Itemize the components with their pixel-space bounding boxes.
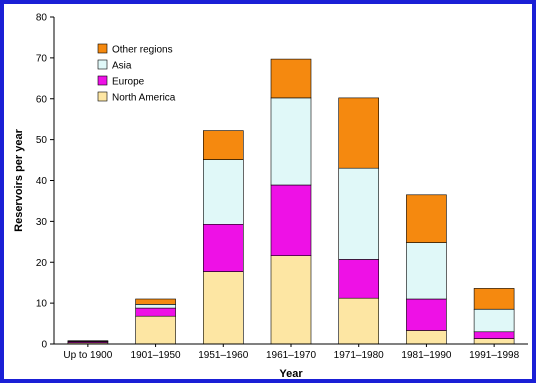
y-tick-label: 10 xyxy=(36,299,48,310)
bar-europe-3 xyxy=(270,184,312,256)
legend-swatch xyxy=(97,59,108,70)
bar-europe-5 xyxy=(406,298,447,331)
y-tick-label: 30 xyxy=(36,217,48,228)
legend-swatch xyxy=(97,91,108,102)
bar-other-regions-1 xyxy=(135,298,176,305)
y-tick-label: 70 xyxy=(36,53,48,64)
bar-europe-2 xyxy=(203,223,244,272)
bar-asia-3 xyxy=(270,97,312,186)
x-tick-label: Up to 1900 xyxy=(63,350,112,361)
x-tick-label: 1971–1980 xyxy=(334,350,384,361)
bar-europe-4 xyxy=(338,259,380,299)
y-tick-label: 50 xyxy=(36,135,48,146)
x-tick-label: 1951–1960 xyxy=(198,350,248,361)
y-tick-label: 20 xyxy=(36,258,48,269)
x-tick-label: 1961–1970 xyxy=(266,350,316,361)
y-tick-labels: 0 10 20 30 40 50 60 70 80 xyxy=(36,13,48,351)
x-tick-label: 1991–1998 xyxy=(469,350,519,361)
bar-asia-2 xyxy=(203,159,244,225)
x-tick-labels: Up to 1900 1901–1950 1951–1960 1961–1970 197… xyxy=(63,350,519,361)
legend-label: Asia xyxy=(112,61,132,72)
bars-group xyxy=(67,58,515,345)
y-axis-title: Reservoirs per year xyxy=(13,128,25,231)
x-tick-label: 1901–1950 xyxy=(131,350,181,361)
legend-swatch xyxy=(97,43,108,54)
bar-north-america-5 xyxy=(406,330,447,345)
y-tick-label: 0 xyxy=(41,340,47,351)
bar-other-regions-5 xyxy=(406,194,447,243)
legend-label: Europe xyxy=(112,77,145,88)
bar-asia-4 xyxy=(338,167,380,260)
x-axis-title: Year xyxy=(279,368,303,380)
bar-other-regions-3 xyxy=(270,58,312,99)
legend: Other regions Asia Europe North America xyxy=(97,43,176,104)
bar-europe-6 xyxy=(473,331,515,339)
y-tick-label: 60 xyxy=(36,94,48,105)
bar-north-america-1 xyxy=(135,315,176,345)
legend-swatch xyxy=(97,75,108,86)
x-tick-label: 1981–1990 xyxy=(401,350,451,361)
bar-europe-1 xyxy=(135,307,176,317)
legend-label: Other regions xyxy=(112,45,173,56)
bar-asia-5 xyxy=(406,242,447,300)
bar-north-america-4 xyxy=(338,297,380,345)
bar-other-regions-4 xyxy=(338,97,380,169)
bar-north-america-6 xyxy=(473,338,515,345)
bar-asia-6 xyxy=(473,308,515,333)
y-tick-label: 80 xyxy=(36,13,48,24)
legend-label: North America xyxy=(112,93,176,104)
bar-north-america-3 xyxy=(270,255,312,345)
y-tick-label: 40 xyxy=(36,176,48,187)
bar-north-america-2 xyxy=(203,271,244,345)
bar-asia-1 xyxy=(135,304,176,309)
bar-other-regions-2 xyxy=(203,130,244,160)
axes-group xyxy=(50,16,528,347)
bar-other-regions-6 xyxy=(473,288,515,310)
